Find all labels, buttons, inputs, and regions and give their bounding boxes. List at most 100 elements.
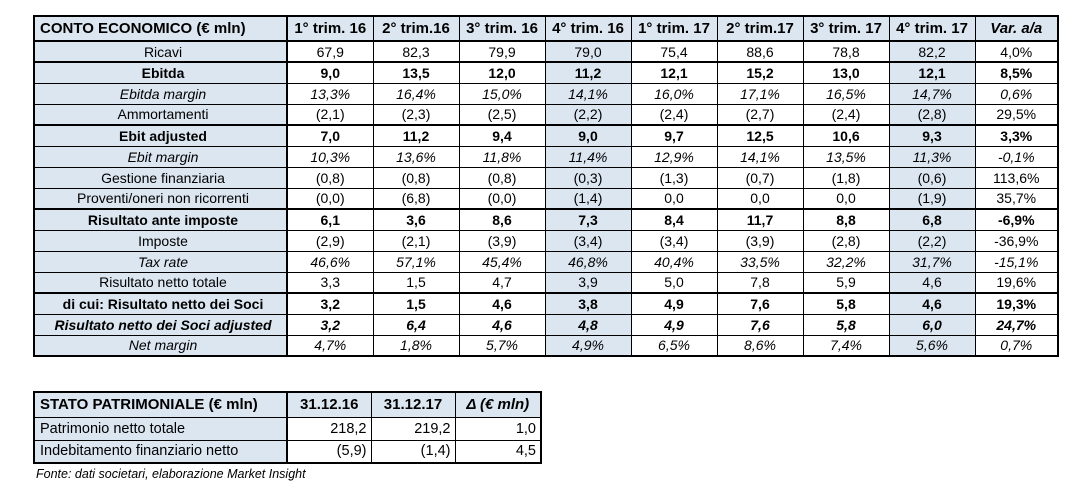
cell: 79,0 bbox=[544, 40, 632, 63]
cell: 75,4 bbox=[630, 40, 718, 63]
balance-header-row: STATO PATRIMONIALE (€ mln) 31.12.16 31.12.… bbox=[33, 391, 542, 418]
cell: 4,5 bbox=[454, 439, 542, 464]
cell: -36,9% bbox=[974, 229, 1059, 252]
cell: (2,3) bbox=[372, 103, 460, 126]
cell: 33,5% bbox=[716, 250, 804, 273]
cell: 8,8 bbox=[802, 208, 890, 231]
table-row: Ebit adjusted 7,0 11,2 9,4 9,0 9,7 12,5 10,6 9,3… bbox=[33, 124, 1059, 147]
cell: 3,9 bbox=[544, 271, 632, 294]
cell: 79,9 bbox=[458, 40, 546, 63]
cell: 3,3% bbox=[974, 124, 1059, 147]
table-row: Risultato netto totale 3,3 1,5 4,7 3,9 5,0 7,8… bbox=[33, 271, 1059, 294]
cell: 35,7% bbox=[974, 187, 1059, 210]
row-label: Risultato ante imposte bbox=[33, 208, 288, 231]
cell: 10,6 bbox=[802, 124, 890, 147]
cell: (2,7) bbox=[716, 103, 804, 126]
cell: 29,5% bbox=[974, 103, 1059, 126]
cell: 6,4 bbox=[372, 313, 460, 336]
cell: 7,4% bbox=[802, 334, 890, 357]
cell: (3,4) bbox=[544, 229, 632, 252]
column-header: 31.12.16 bbox=[286, 391, 372, 418]
table-row: Risultato ante imposte 6,1 3,6 8,6 7,3 8,4 11,… bbox=[33, 208, 1059, 231]
cell: 16,4% bbox=[372, 82, 460, 105]
conto-economico-table: CONTO ECONOMICO (€ mln) 1° trim. 16 2° tri… bbox=[33, 15, 1059, 357]
cell: 4,9% bbox=[544, 334, 632, 357]
cell: -6,9% bbox=[974, 208, 1059, 231]
cell: 19,6% bbox=[974, 271, 1059, 294]
cell: 9,0 bbox=[544, 124, 632, 147]
row-label: Tax rate bbox=[33, 250, 288, 273]
row-label: Ebit margin bbox=[33, 145, 288, 168]
cell: 13,0 bbox=[802, 61, 890, 84]
cell: 78,8 bbox=[802, 40, 890, 63]
cell: 46,8% bbox=[544, 250, 632, 273]
cell: 3,2 bbox=[286, 313, 374, 336]
cell: 13,5% bbox=[802, 145, 890, 168]
cell: 8,6 bbox=[458, 208, 546, 231]
cell: (0,3) bbox=[544, 166, 632, 189]
cell: 13,5 bbox=[372, 61, 460, 84]
income-header-row: CONTO ECONOMICO (€ mln) 1° trim. 16 2° tri… bbox=[33, 15, 1059, 42]
row-label: Ebit adjusted bbox=[33, 124, 288, 147]
cell: 0,6% bbox=[974, 82, 1059, 105]
cell: 1,5 bbox=[372, 292, 460, 315]
cell: (2,9) bbox=[286, 229, 374, 252]
column-header: 1° trim. 16 bbox=[286, 15, 374, 42]
cell: 6,1 bbox=[286, 208, 374, 231]
cell: 8,6% bbox=[716, 334, 804, 357]
cell: 3,6 bbox=[372, 208, 460, 231]
cell: 40,4% bbox=[630, 250, 718, 273]
cell: 0,0 bbox=[630, 187, 718, 210]
row-label: Gestione finanziaria bbox=[33, 166, 288, 189]
cell: (2,8) bbox=[888, 103, 976, 126]
cell: 218,2 bbox=[286, 416, 372, 441]
cell: 11,7 bbox=[716, 208, 804, 231]
cell: 82,2 bbox=[888, 40, 976, 63]
cell: 14,1% bbox=[716, 145, 804, 168]
column-header: Δ (€ mln) bbox=[454, 391, 542, 418]
cell: 1,8% bbox=[372, 334, 460, 357]
cell: 15,2 bbox=[716, 61, 804, 84]
cell: (2,4) bbox=[802, 103, 890, 126]
cell: 6,8 bbox=[888, 208, 976, 231]
cell: (1,4) bbox=[544, 187, 632, 210]
row-label: Ammortamenti bbox=[33, 103, 288, 126]
cell: 19,3% bbox=[974, 292, 1059, 315]
cell: 15,0% bbox=[458, 82, 546, 105]
column-header: 4° trim. 16 bbox=[544, 15, 632, 42]
cell: 45,4% bbox=[458, 250, 546, 273]
row-label: Ricavi bbox=[33, 40, 288, 63]
cell: (2,1) bbox=[372, 229, 460, 252]
cell: (6,8) bbox=[372, 187, 460, 210]
cell: 31,7% bbox=[888, 250, 976, 273]
cell: 12,0 bbox=[458, 61, 546, 84]
table-row: Ricavi 67,9 82,3 79,9 79,0 75,4 88,6 78,8 82,2 4,… bbox=[33, 40, 1059, 63]
cell: (2,4) bbox=[630, 103, 718, 126]
cell: 3,3 bbox=[286, 271, 374, 294]
cell: 32,2% bbox=[802, 250, 890, 273]
cell: (5,9) bbox=[286, 439, 372, 464]
cell: 4,7% bbox=[286, 334, 374, 357]
income-table-title: CONTO ECONOMICO (€ mln) bbox=[33, 15, 288, 42]
cell: 24,7% bbox=[974, 313, 1059, 336]
cell: 12,9% bbox=[630, 145, 718, 168]
cell: 16,5% bbox=[802, 82, 890, 105]
cell: (0,8) bbox=[458, 166, 546, 189]
cell: 7,8 bbox=[716, 271, 804, 294]
cell: (3,9) bbox=[458, 229, 546, 252]
cell: 7,6 bbox=[716, 292, 804, 315]
cell: 3,2 bbox=[286, 292, 374, 315]
cell: (1,4) bbox=[370, 439, 456, 464]
cell: 17,1% bbox=[716, 82, 804, 105]
cell: (2,2) bbox=[544, 103, 632, 126]
column-header: Var. a/a bbox=[974, 15, 1059, 42]
cell: 14,1% bbox=[544, 82, 632, 105]
cell: (0,8) bbox=[286, 166, 374, 189]
cell: 0,0 bbox=[716, 187, 804, 210]
cell: 4,6 bbox=[458, 313, 546, 336]
cell: 82,3 bbox=[372, 40, 460, 63]
cell: (0,0) bbox=[458, 187, 546, 210]
cell: 11,2 bbox=[372, 124, 460, 147]
row-label: Net margin bbox=[33, 334, 288, 357]
cell: 0,7% bbox=[974, 334, 1059, 357]
